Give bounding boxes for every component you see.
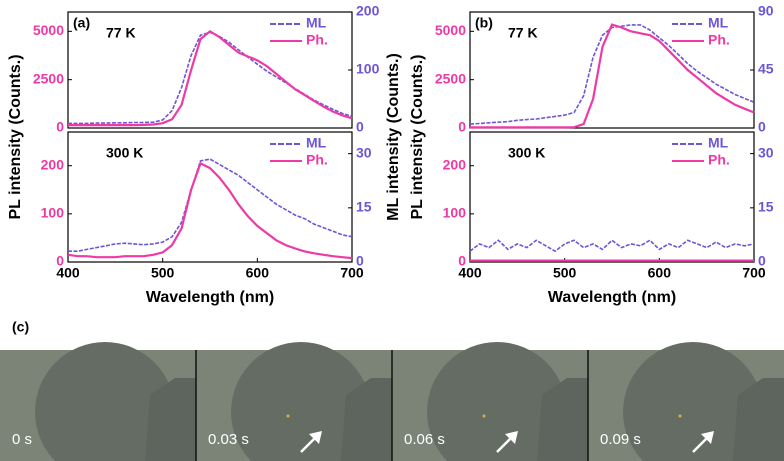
annotation: 77 K bbox=[106, 25, 136, 41]
y2-axis-label: ML intensity (Counts.) bbox=[385, 53, 402, 221]
legend-label: Ph. bbox=[708, 152, 730, 168]
electrode bbox=[733, 378, 784, 461]
y2-tick-label: 100 bbox=[356, 61, 380, 77]
annotation: 77 K bbox=[508, 25, 538, 41]
y-tick-label: 100 bbox=[443, 205, 467, 221]
y-tick-label: 2500 bbox=[33, 70, 64, 86]
legend-label: ML bbox=[708, 135, 729, 151]
y-tick-label: 0 bbox=[56, 119, 64, 135]
y2-tick-label: 90 bbox=[758, 3, 774, 19]
y2-tick-label: 0 bbox=[758, 119, 766, 135]
legend-label: ML bbox=[708, 15, 729, 31]
dark-disc bbox=[427, 342, 567, 461]
series-line bbox=[469, 239, 755, 253]
x-axis-label: Wavelength (nm) bbox=[146, 289, 274, 306]
frame-time: 0.06 s bbox=[404, 431, 445, 448]
y2-tick-label: 45 bbox=[758, 61, 774, 77]
legend-label: Ph. bbox=[306, 32, 328, 48]
x-tick-label: 500 bbox=[553, 265, 577, 281]
y2-tick-label: 30 bbox=[758, 144, 774, 160]
frame-time: 0 s bbox=[12, 431, 32, 448]
y-tick-label: 200 bbox=[443, 156, 467, 172]
legend-label: Ph. bbox=[306, 152, 328, 168]
x-tick-label: 400 bbox=[56, 265, 80, 281]
series-line bbox=[469, 24, 755, 125]
y2-tick-label: 0 bbox=[758, 253, 766, 269]
y2-tick-label: 15 bbox=[356, 199, 372, 215]
panel-label: (a) bbox=[73, 15, 90, 31]
y-tick-label: 5000 bbox=[435, 22, 466, 38]
x-tick-label: 700 bbox=[340, 265, 364, 281]
y-axis-label: PL intensity (Counts.) bbox=[409, 54, 426, 219]
y2-tick-label: 30 bbox=[356, 144, 372, 160]
series-line bbox=[67, 161, 353, 260]
y-tick-label: 0 bbox=[458, 119, 466, 135]
series-line bbox=[470, 23, 755, 129]
y-tick-label: 0 bbox=[56, 253, 64, 269]
electrode bbox=[537, 378, 588, 461]
annotation: 300 K bbox=[508, 145, 545, 161]
x-tick-label: 400 bbox=[458, 265, 482, 281]
dark-disc bbox=[35, 342, 175, 461]
arrowhead bbox=[701, 431, 714, 444]
dark-disc bbox=[623, 342, 763, 461]
annotation: 300 K bbox=[106, 145, 143, 161]
y-axis-label: PL intensity (Counts.) bbox=[7, 54, 24, 219]
dark-disc bbox=[231, 342, 371, 461]
frame-time: 0.03 s bbox=[208, 431, 249, 448]
panel-label: (b) bbox=[475, 15, 493, 31]
y2-tick-label: 0 bbox=[356, 119, 364, 135]
emission-spot bbox=[482, 414, 486, 418]
electrode bbox=[145, 378, 196, 461]
y-tick-label: 100 bbox=[41, 205, 65, 221]
emission-spot bbox=[678, 414, 682, 418]
series-line bbox=[68, 158, 353, 252]
plot-frame bbox=[67, 131, 353, 263]
y-tick-label: 200 bbox=[41, 156, 65, 172]
arrowhead bbox=[505, 431, 518, 444]
emission-spot bbox=[286, 414, 290, 418]
photo-frames: 0 s 0.03 s 0.06 s 0.09 s bbox=[0, 342, 784, 461]
series-line bbox=[68, 29, 353, 127]
x-tick-label: 700 bbox=[742, 265, 766, 281]
legend-label: Ph. bbox=[708, 32, 730, 48]
plot-frame bbox=[469, 131, 755, 263]
panel-label: (c) bbox=[12, 319, 29, 335]
legend-label: ML bbox=[306, 15, 327, 31]
y-tick-label: 5000 bbox=[33, 22, 64, 38]
arrowhead bbox=[309, 431, 322, 444]
y-tick-label: 2500 bbox=[435, 70, 466, 86]
x-axis-label: Wavelength (nm) bbox=[548, 289, 676, 306]
x-tick-label: 600 bbox=[246, 265, 270, 281]
x-tick-label: 500 bbox=[151, 265, 175, 281]
y2-tick-label: 200 bbox=[356, 3, 380, 19]
y2-tick-label: 15 bbox=[758, 199, 774, 215]
frame-time: 0.09 s bbox=[600, 431, 641, 448]
y2-tick-label: 0 bbox=[356, 253, 364, 269]
legend-label: ML bbox=[306, 135, 327, 151]
y-tick-label: 0 bbox=[458, 253, 466, 269]
electrode bbox=[341, 378, 392, 461]
x-tick-label: 600 bbox=[648, 265, 672, 281]
